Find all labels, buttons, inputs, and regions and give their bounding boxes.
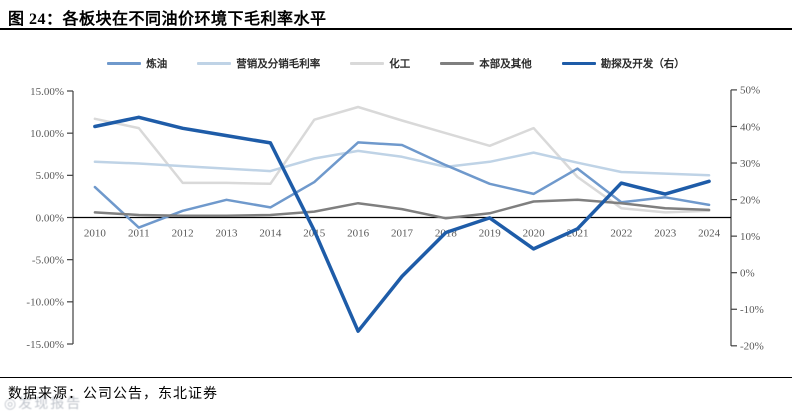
right-tick-label: 40% (740, 121, 760, 133)
x-axis-label: 2016 (347, 228, 370, 240)
legend-swatch-icon (107, 62, 142, 65)
x-axis-label: 2013 (216, 228, 239, 240)
legend-label: 炼油 (146, 59, 168, 70)
left-tick-label: 15.00% (30, 86, 64, 98)
legend-label: 化工 (389, 59, 411, 70)
x-axis-label: 2014 (259, 228, 282, 240)
x-axis-label: 2011 (128, 228, 150, 240)
legend-label: 勘探及开发（右） (600, 59, 685, 70)
x-axis-label: 2023 (654, 228, 677, 240)
right-tick-label: 0% (740, 268, 755, 280)
x-axis-label: 2019 (479, 228, 502, 240)
footer-divider (0, 377, 792, 378)
left-tick-label: -15.00% (26, 339, 64, 351)
legend-item-3: 化工 (350, 56, 410, 71)
series-line-5 (93, 115, 711, 333)
figure-title: 图 24：各板块在不同油价环境下毛利率水平 (8, 11, 327, 28)
legend-item-2: 营销及分销毛利率 (197, 56, 320, 71)
series-line-4 (93, 198, 711, 220)
legend-item-1: 炼油 (107, 56, 167, 71)
x-axis-label: 2020 (523, 228, 546, 240)
chart-legend: 炼油 营销及分销毛利率 化工 本部及其他 勘探及开发（右） (0, 56, 792, 71)
legend-label: 营销及分销毛利率 (236, 59, 321, 70)
left-tick-label: 5.00% (36, 170, 64, 182)
right-tick-label: -10% (740, 304, 764, 316)
watermark-logo-icon: ◎ (4, 397, 19, 412)
x-axis-label: 2017 (391, 228, 414, 240)
watermark-text: 发现报告 (18, 397, 83, 412)
series-line-3 (93, 105, 711, 214)
legend-item-4: 本部及其他 (440, 56, 532, 71)
x-axis-label: 2022 (610, 228, 632, 240)
right-tick-label: 50% (740, 85, 760, 97)
right-tick-label: 10% (740, 231, 760, 243)
left-tick-label: -5.00% (32, 254, 64, 266)
legend-swatch-icon (440, 62, 475, 65)
series-line-2 (93, 149, 711, 177)
left-tick-label: 0.00% (36, 212, 64, 224)
series-line-1 (93, 141, 711, 229)
legend-label: 本部及其他 (479, 59, 532, 70)
line-chart: 15.00% 10.00% 5.00% 0.00% -5.00% -10.00% -15.0… (26, 85, 764, 353)
x-axis-label: 2012 (172, 228, 194, 240)
legend-swatch-icon (350, 62, 385, 65)
right-tick-label: -20% (740, 341, 764, 353)
right-tick-label: 30% (740, 158, 760, 170)
legend-swatch-icon (561, 61, 596, 66)
data-source: 数据来源：公司公告，东北证券 (8, 387, 218, 402)
left-tick-label: 10.00% (30, 128, 64, 140)
left-tick-label: -10.00% (26, 297, 64, 309)
watermark: ◎发现报告 (4, 393, 82, 413)
title-divider (0, 28, 792, 30)
x-axis-label: 2010 (84, 228, 107, 240)
right-tick-label: 20% (740, 194, 760, 206)
legend-item-5: 勘探及开发（右） (561, 56, 685, 71)
x-axis-label: 2024 (698, 228, 721, 240)
legend-swatch-icon (197, 62, 232, 65)
